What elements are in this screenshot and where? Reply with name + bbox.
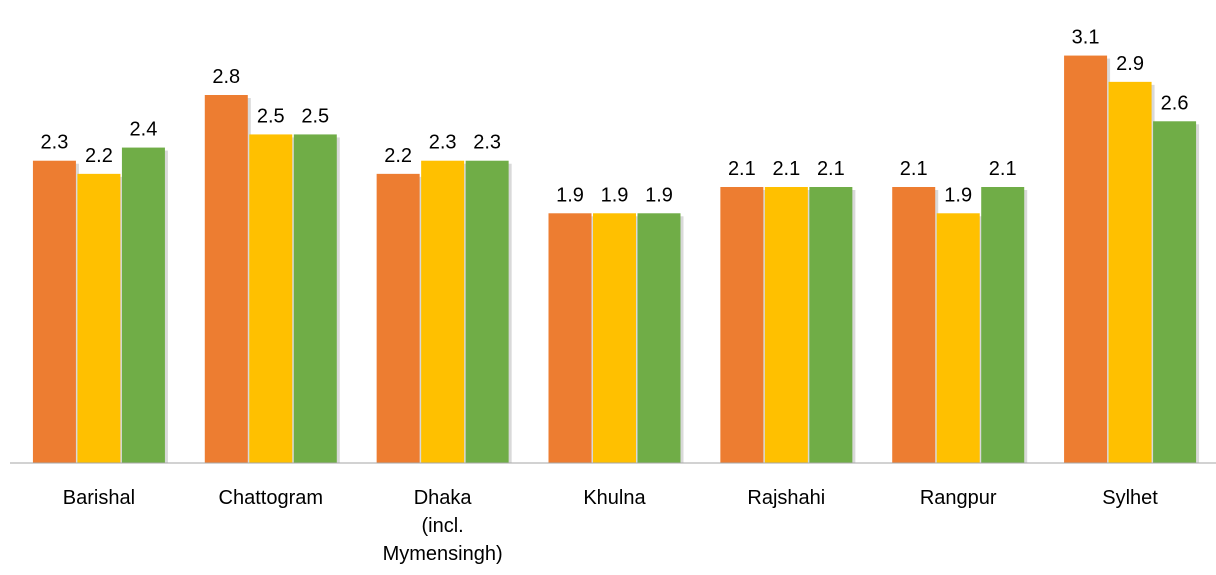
value-label: 2.3 bbox=[473, 132, 501, 154]
bar bbox=[764, 187, 808, 463]
value-label: 2.8 bbox=[212, 66, 240, 88]
bar bbox=[548, 213, 592, 463]
value-label: 2.5 bbox=[257, 105, 285, 127]
bar bbox=[1064, 55, 1108, 463]
value-label: 2.1 bbox=[989, 158, 1017, 180]
value-label: 2.4 bbox=[130, 119, 158, 141]
bar bbox=[593, 213, 636, 463]
bar bbox=[293, 134, 337, 463]
bar bbox=[465, 160, 509, 463]
bar bbox=[1108, 81, 1152, 463]
value-label: 2.9 bbox=[1116, 53, 1144, 75]
x-tick-label: Rajshahi bbox=[747, 487, 826, 509]
value-label: 2.2 bbox=[85, 145, 113, 167]
value-label: 2.1 bbox=[900, 158, 928, 180]
bar bbox=[204, 95, 248, 463]
bar bbox=[32, 160, 76, 463]
value-label: 2.5 bbox=[301, 105, 329, 127]
value-label: 1.9 bbox=[556, 184, 584, 206]
bar bbox=[376, 173, 420, 463]
bar bbox=[720, 187, 764, 463]
value-label: 2.2 bbox=[384, 145, 412, 167]
bar bbox=[77, 173, 121, 463]
value-label: 3.1 bbox=[1072, 27, 1100, 49]
value-label: 2.6 bbox=[1161, 92, 1189, 114]
value-label: 1.9 bbox=[645, 184, 673, 206]
x-tick-label: Sylhet bbox=[1102, 487, 1158, 509]
x-tick-label: Rangpur bbox=[919, 487, 997, 509]
x-tick-label: Chattogram bbox=[218, 487, 324, 509]
value-label: 2.1 bbox=[817, 158, 845, 180]
bar bbox=[121, 147, 165, 464]
value-label: 2.3 bbox=[41, 132, 69, 154]
x-tick-label: Dhaka (incl. Mymensingh) bbox=[382, 487, 503, 565]
bar bbox=[1153, 121, 1197, 464]
bar bbox=[892, 187, 936, 463]
bar bbox=[421, 160, 465, 463]
x-tick-label: Barishal bbox=[62, 487, 136, 509]
bar bbox=[936, 213, 980, 463]
x-tick-label: Khulna bbox=[583, 487, 646, 509]
bar bbox=[981, 187, 1025, 463]
value-label: 2.3 bbox=[429, 132, 457, 154]
bar bbox=[637, 213, 681, 463]
bar bbox=[809, 187, 853, 463]
value-label: 1.9 bbox=[601, 184, 629, 206]
bar bbox=[249, 134, 293, 463]
value-label: 2.1 bbox=[772, 158, 800, 180]
value-label: 2.1 bbox=[728, 158, 756, 180]
value-label: 1.9 bbox=[944, 184, 972, 206]
